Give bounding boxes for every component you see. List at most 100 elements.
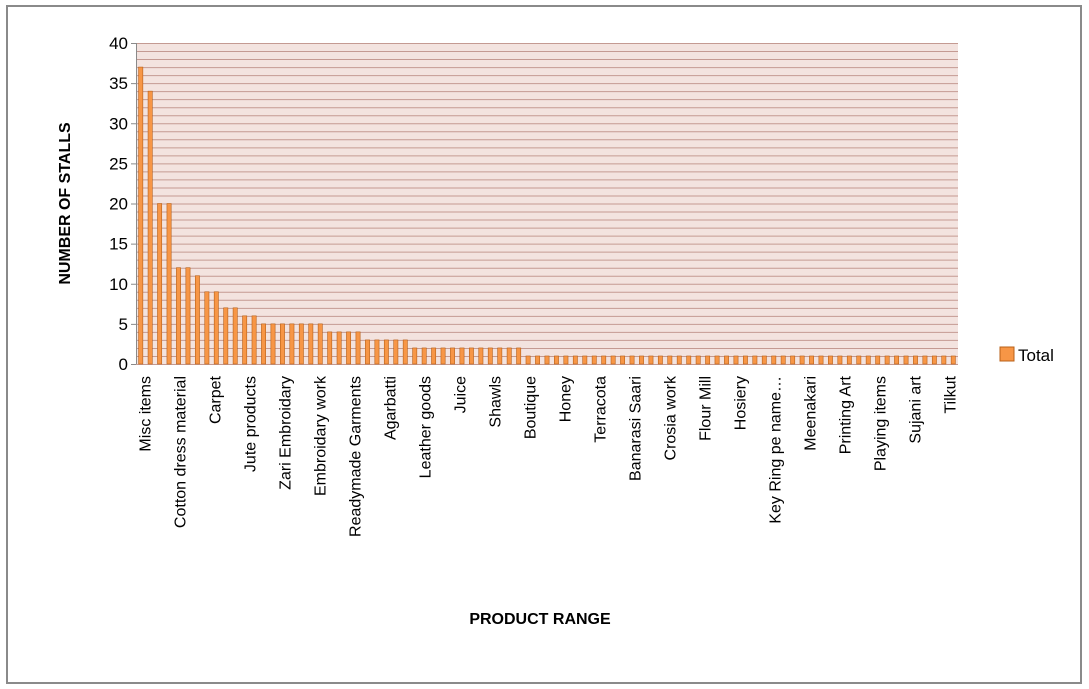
bar	[318, 324, 322, 364]
x-tick-label: Misc items	[138, 376, 155, 452]
bar	[923, 356, 927, 364]
bar	[838, 356, 842, 364]
x-tick-label: Honey	[558, 376, 575, 422]
bar	[649, 356, 653, 364]
bar	[932, 356, 936, 364]
gridlines	[136, 43, 958, 365]
bar	[299, 324, 303, 364]
bar	[337, 332, 341, 364]
x-tick-label: Banarasi Saari	[627, 376, 644, 481]
x-tick-label: Flour Mill	[697, 376, 714, 441]
bar	[441, 348, 445, 364]
bar	[857, 356, 861, 364]
bar	[224, 308, 228, 364]
bar	[469, 348, 473, 364]
bar	[564, 356, 568, 364]
bar	[800, 356, 804, 364]
y-tick-label: 35	[109, 74, 128, 93]
bar	[261, 324, 265, 364]
bar	[507, 348, 511, 364]
legend-label: Total	[1018, 346, 1054, 365]
bar	[384, 340, 388, 364]
bar	[535, 356, 539, 364]
x-tick-label: Cotton dress material	[173, 376, 190, 528]
bar	[620, 356, 624, 364]
bar	[488, 348, 492, 364]
x-tick-label: Embroidary work	[313, 375, 330, 496]
bar	[951, 356, 955, 364]
bar	[413, 348, 417, 364]
bar	[573, 356, 577, 364]
bar	[205, 292, 209, 364]
bar	[734, 356, 738, 364]
bar	[526, 356, 530, 364]
bar	[894, 356, 898, 364]
x-tick-label: Key Ring pe name…	[767, 376, 784, 524]
x-axis-ticks: Misc items Cotton dress material Carpet Jut…	[138, 375, 960, 537]
bar	[139, 67, 143, 364]
x-axis-title: PRODUCT RANGE	[469, 611, 611, 628]
x-tick-label: Terracota	[593, 376, 610, 443]
bar	[772, 356, 776, 364]
bar	[866, 356, 870, 364]
bar	[290, 324, 294, 364]
bar	[375, 340, 379, 364]
bar	[847, 356, 851, 364]
y-tick-label: 25	[109, 154, 128, 173]
bar	[450, 348, 454, 364]
x-tick-label: Meenakari	[802, 376, 819, 451]
bar	[583, 356, 587, 364]
bar	[460, 348, 464, 364]
bar	[639, 356, 643, 364]
bar	[309, 324, 313, 364]
bar	[346, 332, 350, 364]
x-tick-label: Tilkut	[942, 375, 959, 413]
bar	[743, 356, 747, 364]
bar	[479, 348, 483, 364]
bar	[545, 356, 549, 364]
x-tick-label: Juice	[453, 376, 470, 413]
bar	[904, 356, 908, 364]
x-tick-label: Shawls	[488, 376, 505, 428]
bar	[148, 91, 152, 364]
y-tick-label: 5	[119, 315, 128, 334]
bar	[658, 356, 662, 364]
legend-swatch	[1000, 347, 1014, 361]
bar	[602, 356, 606, 364]
y-tick-label: 40	[109, 34, 128, 53]
bar	[186, 268, 190, 364]
x-tick-label: Boutique	[523, 376, 540, 439]
bar	[753, 356, 757, 364]
x-tick-label: Leather goods	[418, 376, 435, 478]
bar	[365, 340, 369, 364]
legend: Total	[1000, 346, 1054, 365]
bar	[781, 356, 785, 364]
bar	[668, 356, 672, 364]
bar	[431, 348, 435, 364]
bar	[791, 356, 795, 364]
bar	[214, 292, 218, 364]
bar	[252, 316, 256, 364]
bar	[876, 356, 880, 364]
bar	[157, 204, 161, 365]
bar	[819, 356, 823, 364]
x-tick-label: Sujani art	[907, 375, 924, 443]
bar	[913, 356, 917, 364]
bar	[762, 356, 766, 364]
bar	[176, 268, 180, 364]
x-tick-label: Jute products	[243, 376, 260, 472]
bar	[687, 356, 691, 364]
bar	[696, 356, 700, 364]
bar	[724, 356, 728, 364]
bar	[715, 356, 719, 364]
y-axis-ticks: 0510152025303540	[109, 34, 136, 374]
bar	[630, 356, 634, 364]
y-tick-label: 20	[109, 195, 128, 214]
bar	[328, 332, 332, 364]
bar	[498, 348, 502, 364]
x-tick-label: Crosia work	[662, 375, 679, 460]
bar	[677, 356, 681, 364]
x-tick-label: Hosiery	[732, 376, 749, 430]
bar	[554, 356, 558, 364]
